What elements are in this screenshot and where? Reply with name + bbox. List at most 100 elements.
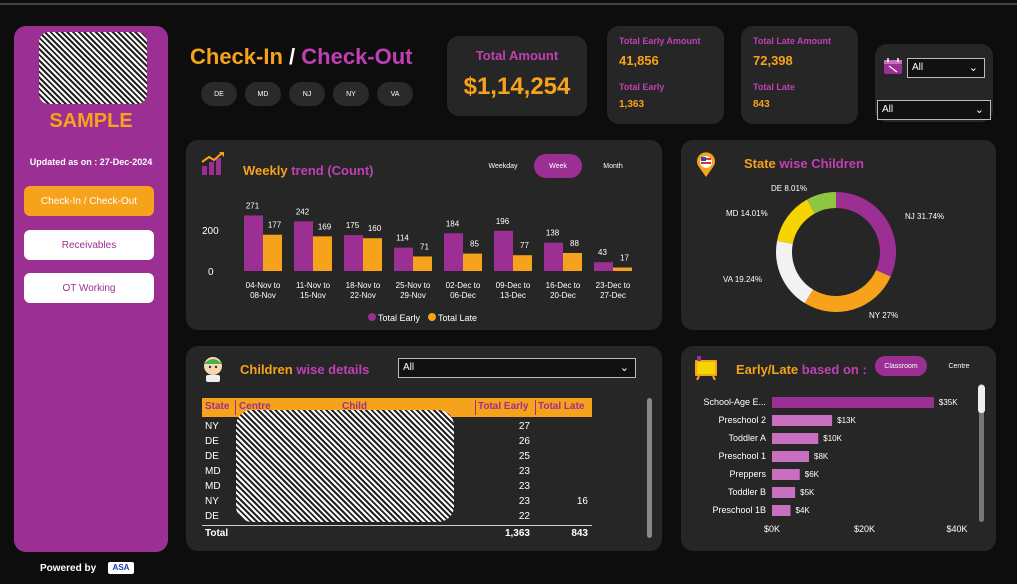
legend-label: Total Early (378, 313, 421, 323)
table-row[interactable]: MD 23 (202, 480, 592, 495)
chart-scrollbar[interactable] (979, 384, 984, 522)
legend-marker (368, 313, 376, 321)
data-label: $5K (800, 488, 815, 497)
toggle-classroom[interactable]: Classroom (875, 356, 927, 376)
category-label: Preschool 1 (718, 451, 766, 461)
row-early: 22 (518, 511, 530, 522)
table-row[interactable]: MD 23 (202, 465, 592, 480)
toggle-weekday[interactable]: Weekday (488, 162, 518, 170)
data-label: 17 (620, 254, 629, 263)
bar (772, 451, 809, 462)
col-total-late[interactable]: Total Late (538, 401, 585, 412)
second-filter-dropdown[interactable]: All ⌄ (877, 100, 991, 120)
x-tick-label: $0K (764, 524, 780, 534)
early-card: Total Early Amount 41,856 Total Early 1,… (607, 26, 724, 124)
data-label: $8K (814, 452, 829, 461)
data-label: 160 (368, 224, 382, 233)
weekly-title-a: Weekly (243, 163, 288, 178)
data-label: 71 (420, 242, 429, 251)
data-label: 88 (570, 239, 579, 248)
table-total-row: Total 1,363 843 (202, 527, 592, 542)
late-count-label: Total Late (753, 82, 795, 92)
nav-ot-working[interactable]: OT Working (24, 273, 154, 303)
late-card: Total Late Amount 72,398 Total Late 843 (741, 26, 858, 124)
x-tick-label: 29-Nov (400, 291, 426, 300)
data-label: 169 (318, 222, 332, 231)
children-title-a: Children (240, 362, 293, 377)
state-filter-md[interactable]: MD (245, 82, 281, 106)
y-tick-label: 0 (208, 267, 214, 278)
col-state[interactable]: State (205, 401, 230, 412)
row-early: 23 (518, 496, 530, 507)
chevron-down-icon: ⌄ (619, 362, 629, 374)
early-late-title-a: Early/Late (736, 362, 799, 377)
data-label: 242 (296, 207, 310, 216)
bar-total-early (594, 262, 613, 271)
bar-total-late (313, 236, 332, 271)
data-label: 184 (446, 219, 460, 228)
col-child[interactable]: Child (342, 401, 367, 412)
row-early: 27 (518, 421, 530, 432)
toggle-week[interactable]: Week (534, 154, 582, 178)
table-row[interactable]: DE 22 (202, 510, 592, 525)
updated-date: Updated as on : 27-Dec-2024 (29, 157, 153, 167)
table-row[interactable]: NY 27 (202, 420, 592, 435)
toggle-month[interactable]: Month (603, 162, 623, 170)
classroom-board-icon (693, 354, 719, 381)
data-label: $13K (837, 416, 856, 425)
table-scrollbar[interactable] (647, 398, 652, 538)
bar (772, 433, 819, 444)
table-row[interactable]: DE 25 (202, 450, 592, 465)
category-label: Toddler A (728, 433, 766, 443)
table-row[interactable]: NY 23 16 (202, 495, 592, 510)
category-label: Toddler B (728, 487, 766, 497)
weekly-trend-panel: Weekly trend (Count) Weekday Week Month … (186, 140, 662, 330)
row-late: 16 (576, 496, 588, 507)
row-state: NY (205, 421, 219, 432)
slice-label: NJ 31.74% (905, 212, 944, 221)
legend-label: Total Late (438, 313, 477, 323)
early-count-value: 1,363 (619, 99, 645, 110)
bar-total-early (494, 230, 513, 271)
nav-receivables[interactable]: Receivables (24, 230, 154, 260)
y-tick-label: 200 (202, 226, 219, 237)
powered-by-logo: ASA (108, 562, 134, 574)
state-filter-nj[interactable]: NJ (289, 82, 325, 106)
table-row[interactable]: DE 26 (202, 435, 592, 450)
weekly-trend-title: Weekly trend (Count) (243, 163, 374, 178)
nav-check-in-check-out[interactable]: Check-In / Check-Out (24, 186, 154, 216)
children-filter-value: All (403, 362, 415, 373)
bar (772, 505, 791, 516)
calendar-icon (883, 57, 903, 75)
date-filter-value: All (912, 62, 924, 73)
col-centre[interactable]: Centre (239, 401, 271, 412)
chart-scrollbar-thumb[interactable] (978, 385, 985, 413)
state-filter-va[interactable]: VA (377, 82, 413, 106)
redacted-names (236, 410, 454, 522)
col-total-early[interactable]: Total Early (478, 401, 529, 412)
bar-total-early (294, 221, 313, 271)
trend-chart-icon (200, 152, 226, 176)
data-label: 196 (496, 217, 510, 226)
children-filter-dropdown[interactable]: All ⌄ (398, 358, 636, 378)
x-tick-label: 06-Dec (450, 291, 476, 300)
x-tick-label: 23-Dec to (596, 281, 631, 290)
date-filter-dropdown[interactable]: All ⌄ (907, 58, 985, 78)
x-tick-label: 16-Dec to (546, 281, 581, 290)
data-label: $4K (796, 506, 811, 515)
category-label: Preschool 1B (712, 505, 766, 515)
state-filter-ny[interactable]: NY (333, 82, 369, 106)
early-amount-value: 41,856 (619, 53, 659, 68)
data-label: 43 (598, 248, 607, 257)
powered-by-label: Powered by (40, 563, 97, 574)
sidebar: SAMPLE Updated as on : 27-Dec-2024 Check… (14, 26, 168, 552)
toggle-centre[interactable]: Centre (948, 362, 970, 370)
bar (772, 397, 934, 408)
category-label: Preppers (729, 469, 766, 479)
data-label: 85 (470, 240, 479, 249)
state-filter-de[interactable]: DE (201, 82, 237, 106)
bar-total-early (344, 235, 363, 271)
page-title: Check-In / Check-Out (190, 44, 413, 70)
us-flag-pin-icon (695, 152, 717, 178)
